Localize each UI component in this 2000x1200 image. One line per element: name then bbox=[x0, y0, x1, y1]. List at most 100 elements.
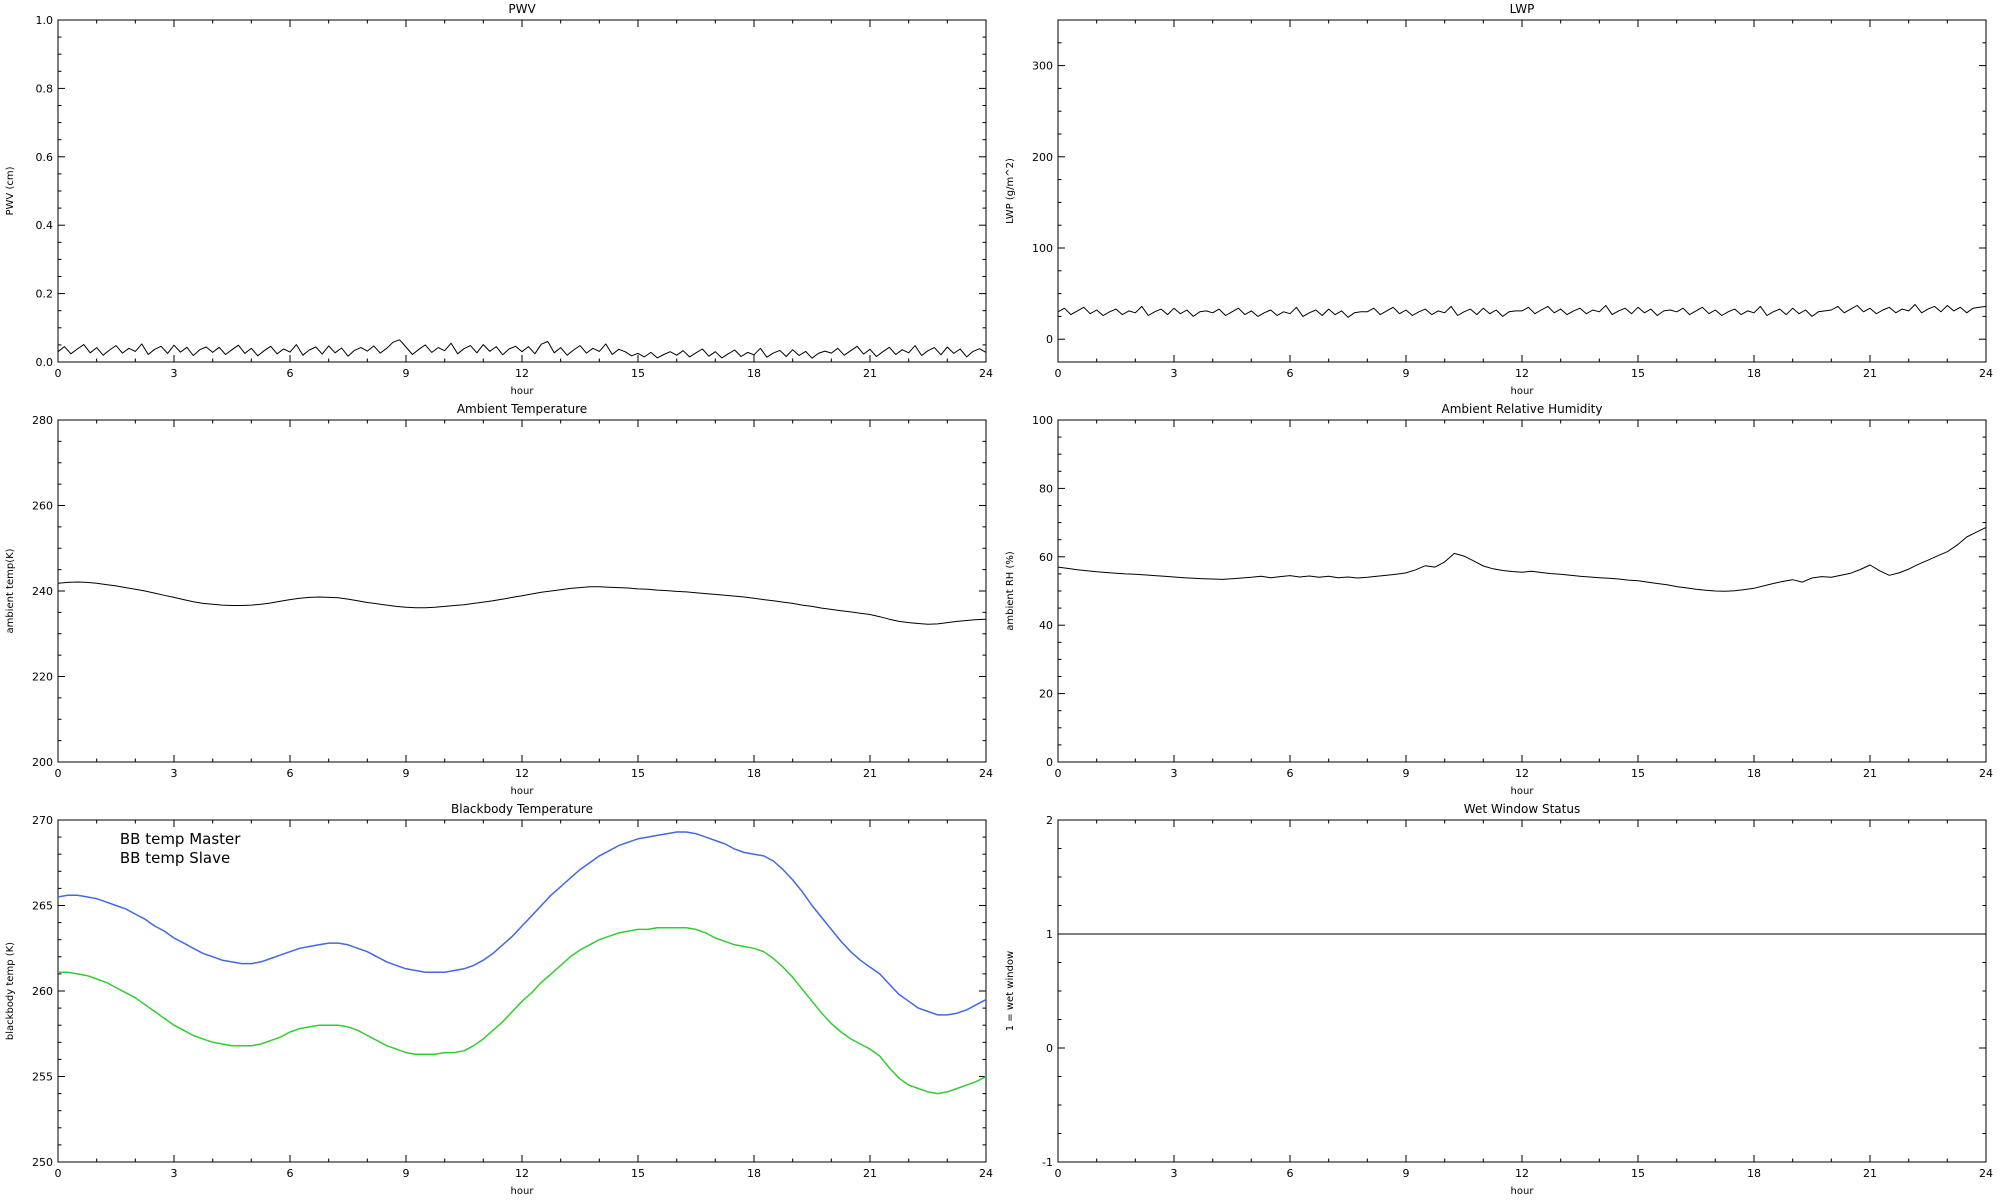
x-tick-label: 6 bbox=[1287, 367, 1294, 380]
chart-svg-0: 0 3 6 9 12 15 18 21 24 0.0 0.2 0.4 0.6 0.8 1.0 PWV hour P… bbox=[5, 2, 993, 397]
y-tick-label: 240 bbox=[32, 585, 53, 598]
y-tick-label: 270 bbox=[32, 814, 53, 827]
x-tick-label: 3 bbox=[1171, 367, 1178, 380]
y-axis-label: PWV (cm) bbox=[5, 166, 16, 215]
x-tick-label: 21 bbox=[863, 1167, 877, 1180]
x-tick-label: 3 bbox=[1171, 767, 1178, 780]
x-tick-label: 12 bbox=[1515, 767, 1529, 780]
y-tick-label: 260 bbox=[32, 985, 53, 998]
axes-box bbox=[1057, 419, 1987, 763]
x-tick-label: 18 bbox=[747, 367, 761, 380]
axes-box bbox=[1057, 819, 1987, 1163]
panel-wet-window-status: 0 3 6 9 12 15 18 21 24 -1 0 1 2 Wet Window Status hour… bbox=[1000, 800, 2000, 1200]
tick-marks bbox=[1057, 819, 1987, 1163]
y-tick-label: 280 bbox=[32, 414, 53, 427]
y-tick-label: 2 bbox=[1046, 814, 1053, 827]
x-tick-label: 9 bbox=[403, 367, 410, 380]
x-tick-label: 24 bbox=[979, 367, 993, 380]
x-tick-label: 15 bbox=[631, 367, 645, 380]
y-tick-label: 100 bbox=[1032, 242, 1053, 255]
x-tick-label: 15 bbox=[1631, 367, 1645, 380]
x-tick-label: 15 bbox=[1631, 767, 1645, 780]
y-tick-label: 0.2 bbox=[36, 288, 54, 301]
y-tick-label: 255 bbox=[32, 1071, 53, 1084]
series-line-pwv bbox=[58, 339, 986, 359]
y-tick-label: 0.4 bbox=[36, 219, 54, 232]
y-tick-label: 20 bbox=[1039, 688, 1053, 701]
chart-title: Wet Window Status bbox=[1464, 802, 1580, 816]
x-tick-label: 0 bbox=[1055, 367, 1062, 380]
x-tick-label: 3 bbox=[171, 767, 178, 780]
y-axis-label: ambient temp(K) bbox=[5, 548, 16, 633]
x-axis-label: hour bbox=[511, 1186, 535, 1197]
y-tick-label: 0.0 bbox=[36, 356, 54, 369]
y-tick-label: 80 bbox=[1039, 482, 1053, 495]
x-tick-label: 9 bbox=[403, 1167, 410, 1180]
chart-svg-3: 0 3 6 9 12 15 18 21 24 0 20 40 60 80 100 Ambient Relati… bbox=[1005, 402, 1993, 797]
legend-entry-bb-temp-master: BB temp Master bbox=[120, 830, 241, 848]
chart-title: Ambient Relative Humidity bbox=[1442, 402, 1603, 416]
y-tick-label: 1 bbox=[1046, 928, 1053, 941]
series-line-ambient-temperature bbox=[58, 581, 986, 625]
chart-title: Ambient Temperature bbox=[457, 402, 587, 416]
axes-box bbox=[57, 419, 987, 763]
x-tick-label: 9 bbox=[1403, 1167, 1410, 1180]
x-tick-label: 15 bbox=[1631, 1167, 1645, 1180]
y-tick-label: 0.8 bbox=[36, 82, 54, 95]
x-tick-label: 24 bbox=[979, 767, 993, 780]
panel-lwp: 0 3 6 9 12 15 18 21 24 0 100 200 300 LWP hour LWP (g/m^… bbox=[1000, 0, 2000, 400]
x-tick-label: 15 bbox=[631, 1167, 645, 1180]
panel-ambient-relative-humidity: 0 3 6 9 12 15 18 21 24 0 20 40 60 80 100 Ambient Relati… bbox=[1000, 400, 2000, 800]
x-tick-label: 6 bbox=[287, 367, 294, 380]
series-group bbox=[58, 339, 986, 359]
x-tick-label: 18 bbox=[747, 767, 761, 780]
y-tick-label: 0.6 bbox=[36, 151, 54, 164]
panel-blackbody-temperature: 0 3 6 9 12 15 18 21 24 250 255 260 265 270 Blackbody T… bbox=[0, 800, 1000, 1200]
y-tick-label: 100 bbox=[1032, 414, 1053, 427]
y-axis-label: blackbody temp (K) bbox=[5, 942, 16, 1040]
x-tick-label: 21 bbox=[863, 367, 877, 380]
x-tick-label: 15 bbox=[631, 767, 645, 780]
x-tick-label: 0 bbox=[55, 367, 62, 380]
x-tick-label: 21 bbox=[863, 767, 877, 780]
y-tick-label: -1 bbox=[1042, 1156, 1053, 1169]
x-axis-label: hour bbox=[511, 786, 535, 797]
x-tick-label: 18 bbox=[1747, 367, 1761, 380]
series-group bbox=[1058, 526, 1986, 592]
chart-svg-2: 0 3 6 9 12 15 18 21 24 200 220 240 260 280 Ambient Tem… bbox=[5, 402, 993, 797]
series-line-bb-temp-master bbox=[58, 831, 986, 1016]
x-tick-label: 21 bbox=[1863, 767, 1877, 780]
y-tick-label: 250 bbox=[32, 1156, 53, 1169]
x-tick-label: 3 bbox=[1171, 1167, 1178, 1180]
x-tick-label: 18 bbox=[1747, 1167, 1761, 1180]
x-tick-label: 12 bbox=[1515, 367, 1529, 380]
x-tick-label: 6 bbox=[1287, 1167, 1294, 1180]
x-tick-label: 24 bbox=[1979, 1167, 1993, 1180]
x-tick-label: 0 bbox=[55, 1167, 62, 1180]
y-tick-label: 0 bbox=[1046, 1042, 1053, 1055]
x-tick-label: 0 bbox=[1055, 767, 1062, 780]
y-tick-label: 265 bbox=[32, 900, 53, 913]
x-tick-label: 3 bbox=[171, 1167, 178, 1180]
y-tick-label: 200 bbox=[1032, 151, 1053, 164]
series-group bbox=[1058, 304, 1986, 318]
tick-marks bbox=[1057, 419, 1987, 763]
tick-marks bbox=[1057, 19, 1987, 363]
series-line-bb-temp-slave bbox=[58, 926, 986, 1095]
series-group bbox=[58, 581, 986, 625]
x-tick-label: 18 bbox=[1747, 767, 1761, 780]
tick-marks bbox=[57, 19, 987, 363]
chart-svg-4: 0 3 6 9 12 15 18 21 24 250 255 260 265 270 Blackbody T… bbox=[5, 802, 993, 1197]
axes-box bbox=[57, 19, 987, 363]
x-tick-label: 12 bbox=[515, 367, 529, 380]
x-axis-label: hour bbox=[1511, 786, 1535, 797]
x-tick-label: 9 bbox=[1403, 367, 1410, 380]
x-tick-label: 9 bbox=[1403, 767, 1410, 780]
x-tick-label: 6 bbox=[287, 1167, 294, 1180]
panel-ambient-temperature: 0 3 6 9 12 15 18 21 24 200 220 240 260 280 Ambient Tem… bbox=[0, 400, 1000, 800]
y-tick-label: 40 bbox=[1039, 619, 1053, 632]
x-tick-label: 12 bbox=[1515, 1167, 1529, 1180]
chart-title: Blackbody Temperature bbox=[451, 802, 593, 816]
x-tick-label: 9 bbox=[403, 767, 410, 780]
